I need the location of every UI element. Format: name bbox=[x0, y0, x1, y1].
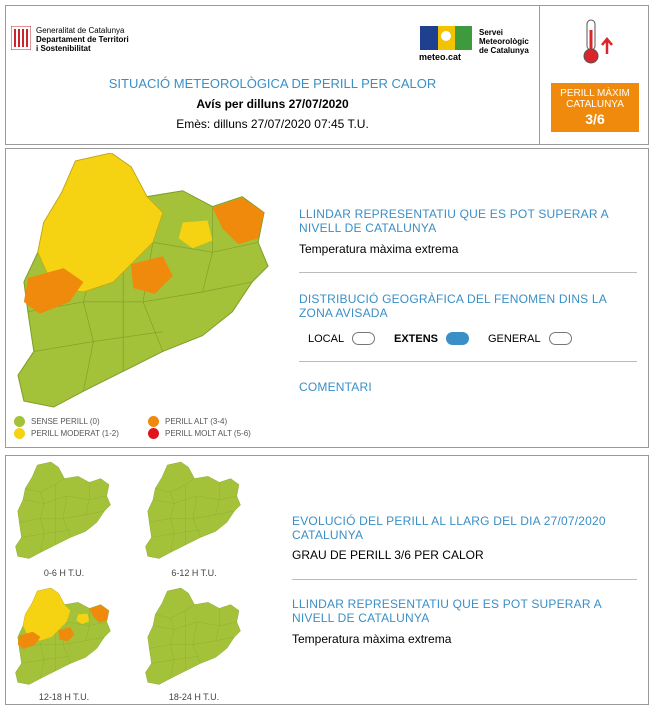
legend-label: PERILL MOLT ALT (5-6) bbox=[165, 429, 251, 438]
evolution-panel: 0-6 H T.U. 6-12 H T.U. 12-18 H T.U. 18-2… bbox=[5, 455, 649, 705]
option-general: GENERAL bbox=[488, 332, 572, 345]
logo-line: i Sostenibilitat bbox=[36, 44, 91, 53]
issued: Emès: dilluns 27/07/2020 07:45 T.U. bbox=[176, 117, 369, 131]
mini-map bbox=[145, 461, 241, 559]
option-label: GENERAL bbox=[488, 332, 541, 345]
badge-line: CATALUNYA bbox=[566, 99, 624, 110]
mini-map-label: 12-18 H T.U. bbox=[38, 692, 90, 702]
legend-label: SENSE PERILL (0) bbox=[31, 417, 100, 426]
meteo-logo-icon bbox=[420, 26, 472, 50]
toggle bbox=[548, 332, 572, 345]
gencat-logo-text: Generalitat de Catalunya Departament de … bbox=[36, 26, 129, 53]
distribution-heading: DISTRIBUCIÓ GEOGRÀFICA DEL FENOMEN DINS … bbox=[299, 292, 607, 320]
logo-line: Generalitat de Catalunya bbox=[36, 26, 125, 35]
toggle bbox=[352, 332, 376, 345]
separator bbox=[299, 361, 637, 362]
mini-map-label: 18-24 H T.U. bbox=[168, 692, 220, 702]
comment-heading: COMENTARI bbox=[299, 380, 372, 394]
logo-line: Departament de Territori bbox=[36, 35, 129, 44]
legend-label: PERILL ALT (3-4) bbox=[165, 417, 228, 426]
toggle bbox=[446, 332, 470, 345]
legend-label: PERILL MODERAT (1-2) bbox=[31, 429, 119, 438]
mini-map bbox=[15, 587, 111, 685]
legend-swatch bbox=[148, 416, 159, 427]
legend-item: PERILL MOLT ALT (5-6) bbox=[148, 428, 251, 439]
badge-line: PERILL MÀXIM bbox=[560, 88, 630, 99]
servei-line: Meteorològic bbox=[479, 37, 529, 46]
thermometer-icon bbox=[583, 19, 613, 64]
legend-swatch bbox=[14, 416, 25, 427]
mini-map-label: 0-6 H T.U. bbox=[43, 568, 85, 578]
gencat-logo-icon bbox=[11, 26, 31, 50]
max-danger-badge: PERILL MÀXIM CATALUNYA 3/6 bbox=[551, 83, 639, 132]
separator bbox=[292, 579, 637, 580]
catalonia-map bbox=[17, 153, 269, 408]
option-extens: EXTENS bbox=[394, 332, 470, 345]
option-local: LOCAL bbox=[308, 332, 376, 345]
separator bbox=[299, 272, 637, 273]
legend-swatch bbox=[148, 428, 159, 439]
subtitle: Avís per dilluns 27/07/2020 bbox=[196, 97, 349, 111]
servei-line: Servei bbox=[479, 28, 504, 37]
legend-item: PERILL ALT (3-4) bbox=[148, 416, 227, 427]
option-label: LOCAL bbox=[308, 332, 345, 345]
threshold-text: Temperatura màxima extrema bbox=[299, 242, 459, 256]
mini-map bbox=[145, 587, 241, 685]
threshold-heading: LLINDAR REPRESENTATIU QUE ES POT SUPERAR… bbox=[292, 597, 602, 625]
evolution-heading: EVOLUCIÓ DEL PERILL AL LLARG DEL DIA 27/… bbox=[292, 514, 606, 542]
title: SITUACIÓ METEOROLÒGICA DE PERILL PER CAL… bbox=[108, 76, 437, 91]
mini-map bbox=[15, 461, 111, 559]
legend-item: SENSE PERILL (0) bbox=[14, 416, 100, 427]
mini-map-label: 6-12 H T.U. bbox=[171, 568, 217, 578]
evolution-text: GRAU DE PERILL 3/6 PER CALOR bbox=[292, 548, 484, 562]
option-label: EXTENS bbox=[394, 332, 439, 345]
meteo-logo-text: meteo.cat bbox=[419, 52, 462, 62]
threshold-heading: LLINDAR REPRESENTATIU QUE ES POT SUPERAR… bbox=[299, 207, 609, 235]
servei-line: de Catalunya bbox=[479, 46, 529, 55]
header-box: Generalitat de Catalunya Departament de … bbox=[5, 5, 649, 145]
badge-level: 3/6 bbox=[585, 111, 605, 127]
map-panel: SENSE PERILL (0) PERILL MODERAT (1-2) PE… bbox=[5, 148, 649, 448]
threshold-text: Temperatura màxima extrema bbox=[292, 632, 452, 646]
divider bbox=[539, 6, 540, 144]
legend-item: PERILL MODERAT (1-2) bbox=[14, 428, 119, 439]
servei-text: Servei Meteorològic de Catalunya bbox=[479, 28, 529, 55]
legend-swatch bbox=[14, 428, 25, 439]
